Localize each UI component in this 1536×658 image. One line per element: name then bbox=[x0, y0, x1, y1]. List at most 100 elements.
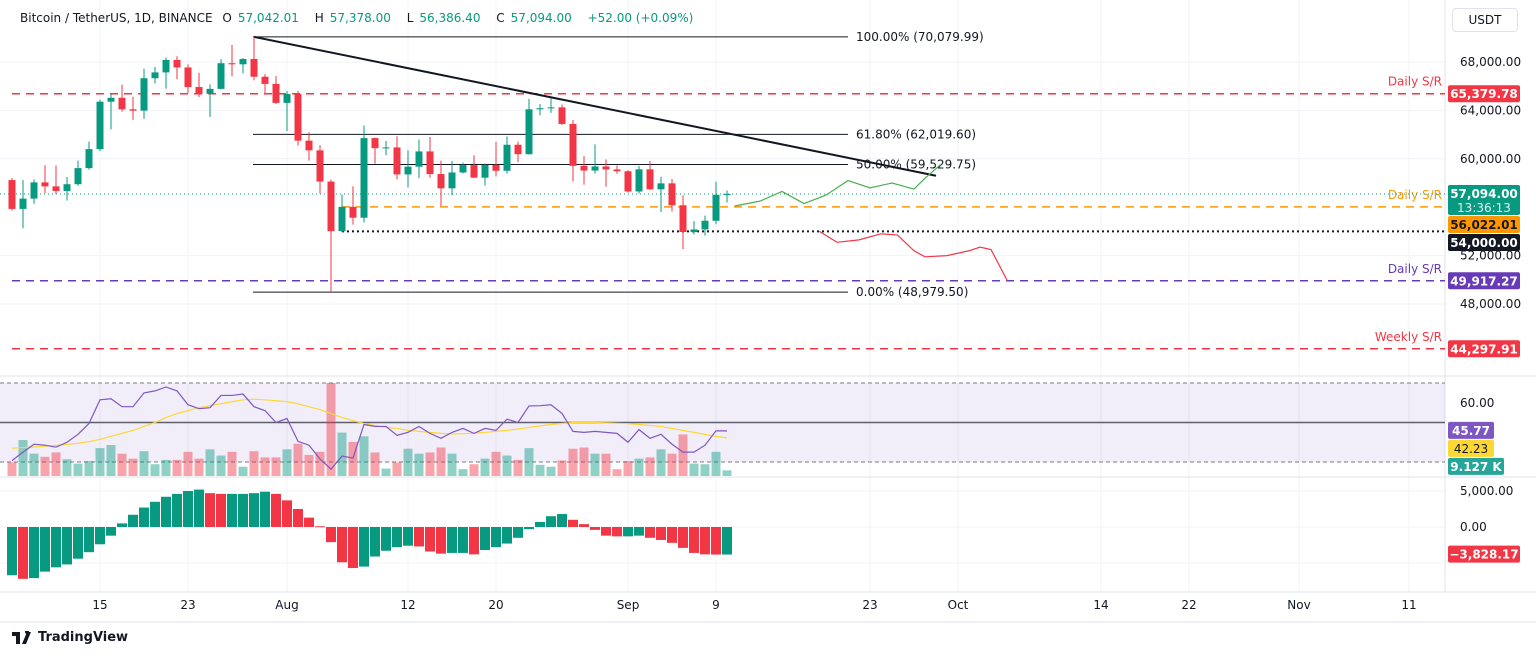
volume-bar bbox=[403, 448, 413, 476]
volume-bar bbox=[51, 452, 61, 476]
macd-histogram-bar bbox=[227, 493, 237, 527]
macd-histogram-bar bbox=[304, 517, 314, 527]
volume-bar bbox=[381, 468, 391, 476]
x-tick-label: 11 bbox=[1401, 598, 1416, 612]
candle-body bbox=[294, 94, 302, 141]
macd-histogram-bar bbox=[161, 496, 171, 527]
currency-button[interactable]: USDT bbox=[1452, 8, 1518, 32]
macd-histogram-bar bbox=[18, 527, 28, 579]
candle-body bbox=[514, 144, 522, 155]
candle-body bbox=[668, 183, 676, 206]
price-level-tag-bg bbox=[1448, 85, 1520, 103]
candle-body bbox=[371, 138, 379, 149]
candle-body bbox=[525, 109, 533, 155]
candle-body bbox=[701, 220, 709, 230]
candle-body bbox=[558, 107, 566, 124]
rsi-line bbox=[11, 386, 728, 470]
macd-histogram-bar bbox=[667, 527, 677, 543]
candle-body bbox=[206, 88, 214, 94]
volume-bar bbox=[623, 461, 633, 476]
macd-histogram-bar bbox=[216, 493, 226, 527]
macd-histogram-bar bbox=[689, 527, 699, 553]
volume-bar bbox=[414, 453, 424, 476]
x-tick-label: 9 bbox=[712, 598, 720, 612]
candle-body bbox=[492, 164, 500, 171]
candle-body bbox=[85, 149, 93, 169]
x-tick-label: 14 bbox=[1093, 598, 1108, 612]
macd-y-tick: 5,000.00 bbox=[1460, 484, 1513, 498]
symbol-legend: Bitcoin / TetherUS, 1D, BINANCE O 57,042.… bbox=[20, 11, 699, 25]
macd-histogram-bar bbox=[524, 527, 534, 530]
macd-histogram-bar bbox=[106, 527, 116, 536]
volume-bar bbox=[238, 466, 248, 476]
macd-histogram-bar bbox=[7, 527, 17, 576]
volume-value-tag: 9.127 K bbox=[1450, 460, 1502, 474]
macd-histogram-bar bbox=[194, 489, 204, 527]
x-tick-label: 23 bbox=[180, 598, 195, 612]
candle-body bbox=[602, 166, 610, 170]
macd-histogram-bar bbox=[282, 500, 292, 527]
candle-body bbox=[151, 72, 159, 79]
macd-histogram-bar bbox=[546, 516, 556, 527]
macd-histogram-bar bbox=[711, 527, 721, 555]
y-tick-label: 48,000.00 bbox=[1460, 297, 1521, 311]
volume-bar bbox=[205, 449, 215, 476]
level-label: Weekly S/R bbox=[1375, 330, 1442, 344]
candle-body bbox=[305, 140, 313, 151]
price-level-tag: 65,379.78 bbox=[1450, 87, 1518, 101]
candle-body bbox=[448, 172, 456, 189]
x-tick-label: Oct bbox=[948, 598, 969, 612]
macd-histogram-bar bbox=[392, 527, 402, 548]
macd-histogram-bar bbox=[491, 527, 501, 548]
price-level-tag-bg bbox=[1448, 233, 1520, 251]
candle-body bbox=[679, 205, 687, 233]
candle-body bbox=[404, 166, 412, 175]
volume-bar bbox=[579, 447, 589, 476]
symbol-title[interactable]: Bitcoin / TetherUS, 1D, BINANCE bbox=[20, 11, 213, 25]
candle-body bbox=[63, 184, 71, 191]
fibonacci-level-label: 50.00% (59,529.75) bbox=[856, 157, 976, 171]
volume-bar bbox=[106, 445, 116, 476]
candle-body bbox=[217, 63, 225, 89]
last-price-tag-bg bbox=[1448, 184, 1520, 215]
macd-histogram-bar bbox=[359, 527, 369, 567]
candle-body bbox=[547, 107, 555, 109]
volume-bar bbox=[183, 451, 193, 476]
volume-bar bbox=[150, 464, 160, 476]
candle-body bbox=[184, 67, 192, 88]
macd-histogram-bar bbox=[414, 527, 424, 547]
rsi-value-tag: 45.77 bbox=[1452, 424, 1490, 438]
candle-body bbox=[624, 171, 632, 192]
macd-histogram-bar bbox=[128, 514, 138, 527]
candle-body bbox=[283, 94, 291, 103]
volume-bar bbox=[524, 448, 534, 476]
high-label: H bbox=[314, 11, 324, 25]
volume-bar bbox=[227, 451, 237, 476]
macd-histogram-bar bbox=[634, 527, 644, 536]
volume-bar bbox=[260, 457, 270, 476]
candle-body bbox=[327, 181, 335, 232]
descending-trendline bbox=[253, 35, 937, 177]
macd-histogram-bar bbox=[678, 527, 688, 548]
volume-bar bbox=[722, 470, 732, 476]
x-tick-label: 22 bbox=[1181, 598, 1196, 612]
volume-bar bbox=[73, 463, 83, 476]
open-value: 57,042.01 bbox=[237, 11, 299, 25]
rsi-ma-tag-bg bbox=[1448, 439, 1494, 457]
fibonacci-level-label: 100.00% (70,079.99) bbox=[856, 30, 984, 44]
volume-bar bbox=[62, 459, 72, 476]
close-label: C bbox=[496, 11, 505, 25]
volume-bar bbox=[546, 466, 556, 476]
volume-bar bbox=[216, 455, 226, 476]
volume-bar bbox=[348, 441, 358, 476]
candle-body bbox=[459, 165, 467, 173]
macd-histogram-bar bbox=[502, 527, 512, 544]
candle-body bbox=[657, 183, 665, 190]
volume-bar bbox=[359, 436, 369, 476]
tradingview-footer[interactable]: TradingView bbox=[12, 630, 128, 645]
volume-bar bbox=[139, 451, 149, 476]
rsi-ma-line bbox=[11, 398, 728, 449]
x-tick-label: 23 bbox=[862, 598, 877, 612]
price-level-tag-bg bbox=[1448, 215, 1520, 233]
